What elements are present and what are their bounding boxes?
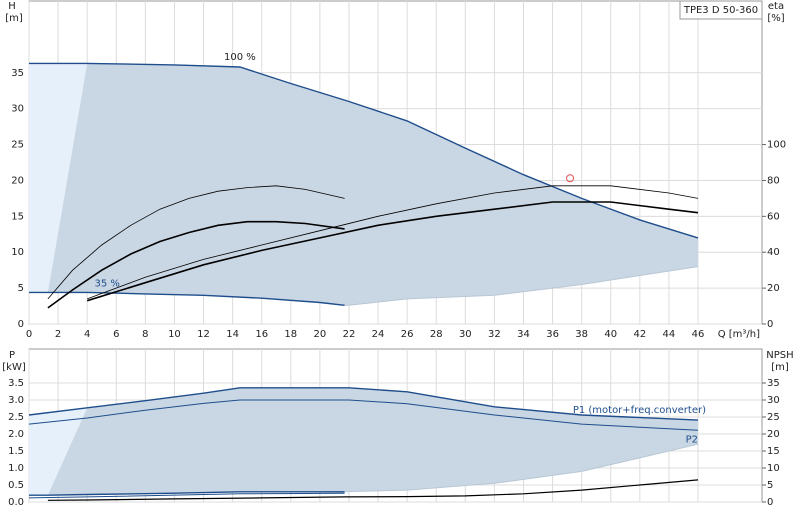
curve	[29, 291, 345, 306]
x-axis-label: Q [m³/h]	[718, 329, 760, 340]
curve-label: 35 %	[94, 278, 119, 289]
y-tick-label: 20	[11, 175, 24, 186]
curve	[29, 491, 345, 496]
region-edge	[29, 63, 88, 293]
duty-point	[566, 174, 575, 183]
x-tick-label: 24	[372, 329, 385, 340]
curve	[87, 185, 699, 300]
region-edge	[29, 407, 88, 496]
x-tick-label: 8	[142, 329, 148, 340]
curve	[86, 201, 699, 302]
y-tick-label: 2.0	[8, 429, 24, 440]
y-tick-label: 0.5	[8, 480, 24, 491]
y-tick-label: 5	[18, 283, 24, 294]
axis-unit: [%]	[767, 13, 784, 24]
x-axis-label-bg	[718, 327, 762, 341]
y2-tick-label: 80	[767, 175, 780, 186]
curve	[28, 399, 699, 431]
y-tick-label: 10	[11, 247, 24, 258]
y2-tick-label: 10	[767, 463, 780, 474]
y-tick-label: 0	[18, 319, 24, 330]
product-label-box	[679, 0, 763, 20]
x-tick-label: 6	[113, 329, 119, 340]
x-tick-label: 0	[26, 329, 32, 340]
y2-tick-label: 0	[767, 497, 773, 508]
x-tick-label: 22	[343, 329, 356, 340]
region-boundary	[344, 266, 699, 306]
axis-label: P	[9, 350, 15, 361]
x-tick-label: 2	[55, 329, 61, 340]
y-tick-label: 35	[11, 68, 24, 79]
y-tick-label: 1.5	[8, 446, 24, 457]
axis-unit: [m]	[5, 13, 23, 24]
curve-label: 100 %	[224, 52, 256, 63]
x-tick-label: 38	[575, 329, 588, 340]
y2-tick-label: 5	[767, 480, 773, 491]
y2-tick-label: 100	[767, 140, 786, 151]
operating-region	[47, 387, 698, 496]
axis-label: H	[8, 1, 16, 12]
y2-tick-label: 35	[767, 378, 780, 389]
axis-label: eta	[768, 1, 784, 12]
axis-label: NPSH	[766, 350, 793, 361]
x-tick-label: 4	[84, 329, 90, 340]
y-tick-label: 1.0	[8, 463, 24, 474]
y2-tick-label: 25	[767, 412, 780, 423]
x-tick-label: 40	[604, 329, 617, 340]
x-tick-label: 12	[197, 329, 210, 340]
product-label: TPE3 D 50-360	[683, 5, 758, 16]
y2-tick-label: 30	[767, 395, 780, 406]
x-tick-label: 32	[488, 329, 501, 340]
x-tick-label: 34	[517, 329, 530, 340]
curve	[47, 479, 699, 501]
y-tick-label: 30	[11, 104, 24, 115]
axis-unit: [kW]	[2, 362, 26, 373]
y2-tick-label: 40	[767, 247, 780, 258]
x-tick-label: 30	[459, 329, 472, 340]
curve-label: P2	[686, 434, 698, 445]
y2-tick-label: 20	[767, 283, 780, 294]
y2-tick-label: 0	[767, 319, 773, 330]
curve	[47, 185, 345, 300]
x-tick-label: 42	[633, 329, 646, 340]
x-tick-label: 20	[314, 329, 327, 340]
x-tick-label: 16	[255, 329, 268, 340]
x-tick-label: 46	[692, 329, 705, 340]
curve	[28, 387, 699, 421]
operating-region	[47, 63, 698, 306]
x-tick-label: 14	[226, 329, 239, 340]
y-tick-label: 2.5	[8, 412, 24, 423]
curve-label: P1 (motor+freq.converter)	[573, 405, 706, 416]
curve	[28, 492, 345, 499]
y-tick-label: 15	[11, 211, 24, 222]
x-tick-label: 18	[284, 329, 297, 340]
x-tick-label: 44	[663, 329, 676, 340]
curve	[47, 220, 345, 309]
y-tick-label: 25	[11, 140, 24, 151]
y-tick-label: 0.0	[8, 497, 24, 508]
region-boundary	[344, 443, 699, 493]
x-tick-label: 36	[546, 329, 559, 340]
y-tick-label: 3.5	[8, 378, 24, 389]
y2-tick-label: 15	[767, 446, 780, 457]
y2-tick-label: 20	[767, 429, 780, 440]
y-tick-label: 3.0	[8, 395, 24, 406]
axis-unit: [m]	[771, 362, 789, 373]
x-tick-label: 28	[430, 329, 443, 340]
y2-tick-label: 60	[767, 211, 780, 222]
x-tick-label: 26	[401, 329, 414, 340]
x-tick-label: 10	[168, 329, 181, 340]
